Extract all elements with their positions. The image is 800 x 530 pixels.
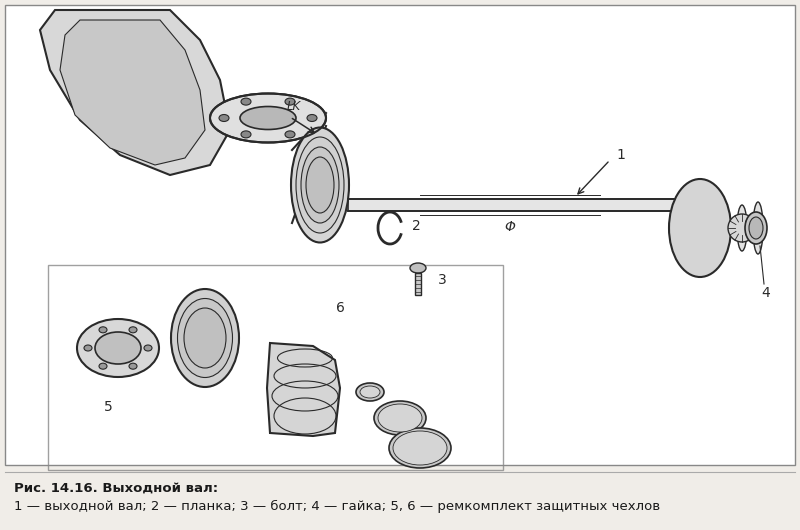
Ellipse shape: [721, 209, 731, 247]
Ellipse shape: [374, 401, 426, 435]
Ellipse shape: [241, 98, 251, 105]
Ellipse shape: [307, 114, 317, 121]
Ellipse shape: [240, 107, 296, 129]
Ellipse shape: [745, 212, 767, 244]
Polygon shape: [267, 343, 340, 436]
Ellipse shape: [296, 137, 344, 233]
Ellipse shape: [695, 217, 705, 239]
Ellipse shape: [285, 98, 295, 105]
Ellipse shape: [210, 93, 326, 143]
Ellipse shape: [728, 214, 756, 242]
Text: Φ: Φ: [505, 220, 515, 234]
Ellipse shape: [753, 202, 763, 254]
Ellipse shape: [99, 363, 107, 369]
Text: 1 — выходной вал; 2 — планка; 3 — болт; 4 — гайка; 5, 6 — ремкомплект защитных ч: 1 — выходной вал; 2 — планка; 3 — болт; …: [14, 500, 660, 513]
Text: 5: 5: [104, 400, 112, 414]
Ellipse shape: [99, 327, 107, 333]
Ellipse shape: [301, 147, 339, 223]
Bar: [48, 265, 503, 470]
Ellipse shape: [389, 428, 451, 468]
Ellipse shape: [171, 289, 239, 387]
Ellipse shape: [95, 332, 141, 364]
Ellipse shape: [178, 298, 233, 377]
Ellipse shape: [306, 157, 334, 213]
Text: 3: 3: [438, 273, 446, 287]
Ellipse shape: [378, 404, 422, 432]
Ellipse shape: [707, 213, 717, 243]
Ellipse shape: [410, 263, 426, 273]
Ellipse shape: [129, 363, 137, 369]
Ellipse shape: [241, 131, 251, 138]
Ellipse shape: [285, 131, 295, 138]
Ellipse shape: [737, 205, 747, 251]
Ellipse shape: [129, 327, 137, 333]
Ellipse shape: [360, 386, 380, 398]
Ellipse shape: [144, 345, 152, 351]
Text: LK: LK: [287, 100, 301, 113]
Text: 6: 6: [335, 301, 345, 315]
Polygon shape: [40, 10, 230, 175]
Ellipse shape: [77, 319, 159, 377]
Bar: [415, 273, 421, 295]
Text: 4: 4: [762, 286, 770, 300]
Text: Рис. 14.16. Выходной вал:: Рис. 14.16. Выходной вал:: [14, 482, 218, 495]
Text: 2: 2: [412, 219, 421, 233]
Bar: [348, 199, 688, 211]
Ellipse shape: [393, 431, 447, 465]
Ellipse shape: [291, 128, 349, 243]
Ellipse shape: [356, 383, 384, 401]
Ellipse shape: [749, 217, 763, 239]
Text: 1: 1: [616, 148, 625, 162]
Ellipse shape: [219, 114, 229, 121]
Ellipse shape: [669, 179, 731, 277]
Ellipse shape: [184, 308, 226, 368]
Polygon shape: [60, 20, 205, 165]
Ellipse shape: [84, 345, 92, 351]
Bar: [5, 5, 795, 465]
